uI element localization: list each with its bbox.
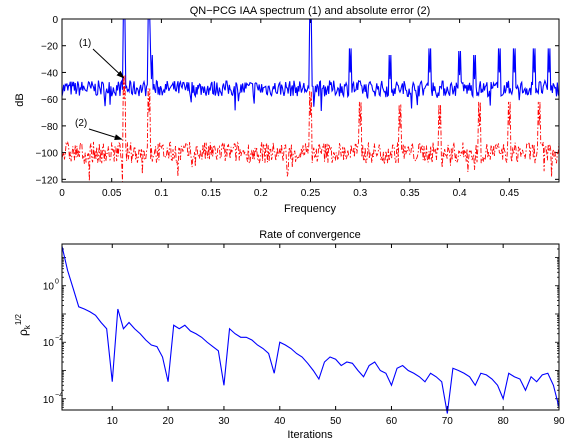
annotation-arrow bbox=[92, 48, 125, 79]
rho-symbol: ρ bbox=[16, 329, 30, 336]
spectrum-x-tick-label: 0.25 bbox=[301, 188, 321, 199]
spectrum-y-ticks: 0 −20 −40 −60 −80 −100 −120 bbox=[35, 15, 559, 186]
convergence-x-tick-label: 70 bbox=[442, 416, 454, 427]
spectrum-line-1 bbox=[61, 18, 560, 111]
spectrum-y-tick-label: −40 bbox=[41, 68, 58, 79]
spectrum-chart-title: QN−PCG IAA spectrum (1) and absolute err… bbox=[190, 5, 431, 17]
convergence-x-tick-label: 10 bbox=[107, 416, 119, 427]
spectrum-y-tick-label: −60 bbox=[41, 95, 58, 106]
rho-superscript: 1/2 bbox=[14, 313, 23, 325]
spectrum-annotations: (1) (2) bbox=[75, 38, 125, 141]
spectrum-x-tick-label: 0.45 bbox=[500, 188, 520, 199]
rho-subscript: k bbox=[23, 324, 32, 329]
convergence-x-axis-label: Iterations bbox=[287, 429, 333, 441]
spectrum-x-tick-label: 0.4 bbox=[453, 188, 467, 199]
convergence-x-ticks: 10 20 30 40 50 60 70 80 90 bbox=[107, 244, 565, 427]
convergence-y-tick-label: 10 bbox=[43, 338, 55, 349]
convergence-x-tick-label: 60 bbox=[386, 416, 398, 427]
spectrum-x-tick-label: 0.2 bbox=[254, 188, 268, 199]
spectrum-x-tick-label: 0.3 bbox=[353, 188, 367, 199]
spectrum-y-axis-label: dB bbox=[14, 93, 26, 106]
convergence-x-tick-label: 20 bbox=[163, 416, 175, 427]
convergence-y-tick-exponent: 0 bbox=[55, 279, 59, 286]
spectrum-x-axis-label: Frequency bbox=[284, 203, 336, 215]
convergence-y-tick-exponent: −2 bbox=[55, 335, 63, 342]
convergence-chart: Rate of convergence 10 20 30 40 50 60 70 80 90 1… bbox=[14, 229, 565, 441]
convergence-plot-frame bbox=[61, 243, 560, 411]
annotation-label: (1) bbox=[79, 38, 91, 49]
annotation-arrow bbox=[88, 128, 123, 141]
spectrum-plot-frame bbox=[61, 18, 560, 183]
error-line-2 bbox=[61, 75, 560, 183]
spectrum-x-tick-label: 0.05 bbox=[102, 188, 122, 199]
convergence-x-tick-label: 40 bbox=[274, 416, 286, 427]
spectrum-y-tick-label: −120 bbox=[35, 175, 58, 186]
spectrum-series bbox=[61, 18, 560, 183]
convergence-x-tick-label: 50 bbox=[330, 416, 342, 427]
convergence-y-tick-label: 10 bbox=[43, 395, 55, 406]
spectrum-y-tick-label: 0 bbox=[52, 15, 58, 26]
spectrum-chart: QN−PCG IAA spectrum (1) and absolute err… bbox=[14, 5, 560, 215]
convergence-line bbox=[61, 246, 560, 414]
spectrum-y-tick-label: −20 bbox=[41, 42, 58, 53]
spectrum-x-tick-label: 0.35 bbox=[400, 188, 420, 199]
spectrum-x-tick-label: 0 bbox=[59, 188, 65, 199]
spectrum-y-tick-label: −80 bbox=[41, 122, 58, 133]
spectrum-x-tick-label: 0.15 bbox=[201, 188, 221, 199]
spectrum-x-tick-label: 0.1 bbox=[154, 188, 168, 199]
convergence-y-tick-label: 10 bbox=[43, 282, 55, 293]
convergence-series bbox=[61, 246, 560, 414]
annotation-label: (2) bbox=[75, 118, 87, 129]
convergence-y-axis-label: ρk1/2 bbox=[14, 313, 32, 336]
convergence-x-tick-label: 90 bbox=[553, 416, 565, 427]
convergence-chart-title: Rate of convergence bbox=[259, 229, 361, 241]
convergence-y-tick-exponent: −4 bbox=[55, 392, 63, 399]
spectrum-y-tick-label: −100 bbox=[35, 149, 58, 160]
convergence-x-tick-label: 80 bbox=[498, 416, 510, 427]
convergence-x-tick-label: 30 bbox=[218, 416, 230, 427]
spectrum-x-ticks: 0 0.05 0.1 0.15 0.2 0.25 0.3 0.35 0.4 0.45 bbox=[59, 19, 519, 199]
